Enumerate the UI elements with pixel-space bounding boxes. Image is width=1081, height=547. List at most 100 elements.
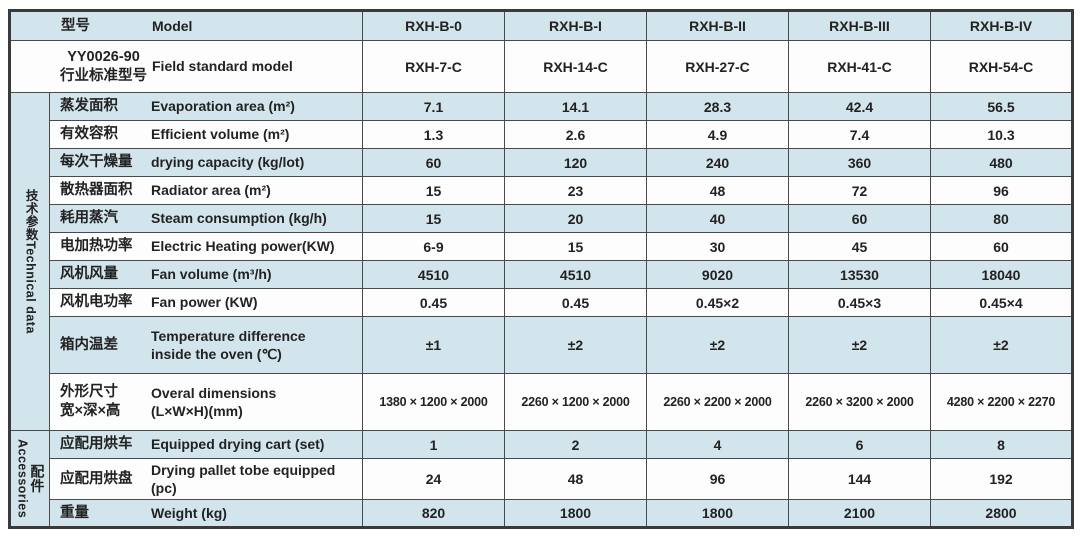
value-cell: 60 (930, 232, 1073, 261)
row-label-en-line: Drying pallet tobe equipped (pc) (151, 462, 336, 497)
row-label-inner: 型号 Model (15, 17, 358, 36)
value-cell: 24 (362, 457, 505, 501)
spec-row: 散热器面积 Radiator area (m²) 15 23 48 72 96 (10, 176, 1073, 205)
model-header-cell: RXH-B-III (788, 10, 931, 41)
row-label-zh: 有效容积 (54, 125, 151, 144)
group-label-wrap: Accessories 配件 (11, 439, 49, 518)
row-label-en: Overal dimensions (L×W×H)(mm) (151, 384, 358, 420)
model-header-row: 型号 Model RXH-B-0 RXH-B-I RXH-B-II RXH-B-III RX… (9, 10, 1073, 41)
value-cell: 96 (930, 176, 1073, 205)
row-label: 有效容积 Efficient volume (m²) (49, 120, 363, 149)
value-cell: 2260 × 1200 × 2000 (504, 373, 647, 431)
model-header-cell: RXH-B-IV (930, 10, 1073, 41)
value-cell: 1.3 (362, 120, 505, 149)
row-label-zh-line: 外形尺寸 (60, 384, 118, 401)
value-cell: 40 (646, 204, 789, 233)
spec-row: 技术参数Technical data 蒸发面积 Evaporation area (… (9, 92, 1073, 431)
row-label-zh-line: 风机电功率 (60, 294, 133, 311)
value-cell: 72 (788, 176, 931, 205)
value-cell: 30 (646, 232, 789, 261)
spec-row: 电加热功率 Electric Heating power(KW) 6-9 15 30 45… (10, 232, 1073, 261)
row-label-en: Electric Heating power(KW) (151, 237, 358, 255)
value-cell: 1800 (504, 499, 647, 529)
row-label: 蒸发面积 Evaporation area (m²) (49, 92, 363, 121)
row-label-inner: 电加热功率 Electric Heating power(KW) (54, 237, 358, 256)
standard-model-cell: RXH-14-C (504, 40, 647, 93)
value-cell: 0.45×4 (930, 288, 1073, 317)
row-label-zh: 风机风量 (54, 265, 151, 284)
value-cell: 10.3 (930, 120, 1073, 149)
row-label: 箱内温差 Temperature difference inside the ove… (49, 316, 363, 374)
row-label: 每次干燥量 drying capacity (kg/lot) (49, 148, 363, 177)
value-cell: ±2 (788, 316, 931, 374)
row-label-zh: 电加热功率 (54, 237, 151, 256)
row-label-en-line: Field standard model (152, 58, 293, 75)
value-cell: ±2 (646, 316, 789, 374)
row-label: YY0026-90 行业标准型号 Field standard model (9, 40, 363, 93)
value-cell: 0.45 (504, 288, 647, 317)
row-label-zh: 重量 (54, 504, 151, 523)
row-label-inner: 散热器面积 Radiator area (m²) (54, 181, 358, 200)
row-label-inner: 外形尺寸 宽×深×高 Overal dimensions (L×W×H)(mm) (54, 383, 358, 421)
row-label-en-line: (L×W×H)(mm) (151, 403, 243, 419)
value-cell: 2100 (788, 499, 931, 529)
value-cell: 2800 (930, 499, 1073, 529)
value-cell: 6 (788, 430, 931, 459)
value-cell: 60 (362, 148, 505, 177)
row-label-zh-line: 耗用蒸汽 (60, 210, 118, 227)
row-label-en-line: Radiator area (m²) (151, 182, 271, 199)
spec-row: 应配用烘盘 Drying pallet tobe equipped (pc) 24 4… (10, 457, 1073, 501)
value-cell: 360 (788, 148, 931, 177)
value-cell: ±2 (930, 316, 1073, 374)
row-label-zh: 应配用烘车 (54, 435, 151, 454)
value-cell: 0.45 (362, 288, 505, 317)
standard-model-cell: RXH-41-C (788, 40, 931, 93)
row-label-en: Equipped drying cart (set) (151, 435, 358, 453)
row-label: 耗用蒸汽 Steam consumption (kg/h) (49, 204, 363, 233)
standard-model-cell: RXH-54-C (930, 40, 1073, 93)
row-label-zh: 风机电功率 (54, 293, 151, 312)
row-label-en: Fan volume (m³/h) (151, 265, 358, 283)
value-cell: 2260 × 3200 × 2000 (788, 373, 931, 431)
row-label-zh: 型号 (55, 17, 152, 36)
row-label: 外形尺寸 宽×深×高 Overal dimensions (L×W×H)(mm) (49, 373, 363, 431)
row-label-en-line: inside the oven (℃) (151, 346, 282, 362)
spec-row: 外形尺寸 宽×深×高 Overal dimensions (L×W×H)(mm) 138… (10, 373, 1073, 431)
row-label-zh: 箱内温差 (54, 336, 151, 355)
value-cell: 6-9 (362, 232, 505, 261)
value-cell: 1800 (646, 499, 789, 529)
value-cell: 96 (646, 457, 789, 501)
value-cell: 820 (362, 499, 505, 529)
group-label-text: 技术参数Technical data (23, 189, 38, 334)
value-cell: 48 (504, 457, 647, 501)
row-label-zh-line: 行业标准型号 (60, 67, 147, 84)
standard-model-row: YY0026-90 行业标准型号 Field standard model RXH-7… (9, 40, 1073, 93)
value-cell: 45 (788, 232, 931, 261)
value-cell: 4.9 (646, 120, 789, 149)
spec-row: 耗用蒸汽 Steam consumption (kg/h) 15 20 40 60 80 (10, 204, 1073, 233)
row-label: 散热器面积 Radiator area (m²) (49, 176, 363, 205)
row-label-inner: 应配用烘车 Equipped drying cart (set) (54, 435, 358, 454)
value-cell: ±2 (504, 316, 647, 374)
group-label-wrap: 技术参数Technical data (11, 189, 49, 334)
row-label-zh-line: 每次干燥量 (60, 154, 133, 171)
row-label-en-line: Electric Heating power(KW) (151, 238, 335, 255)
row-label-en-line: Steam consumption (kg/h) (151, 210, 327, 227)
row-label-en: Drying pallet tobe equipped (pc) (151, 461, 358, 497)
row-label-inner: 有效容积 Efficient volume (m²) (54, 125, 358, 144)
row-label: 风机风量 Fan volume (m³/h) (49, 260, 363, 289)
row-label-en-line: Model (152, 17, 193, 34)
standard-model-cell: RXH-27-C (646, 40, 789, 93)
row-label: 应配用烘盘 Drying pallet tobe equipped (pc) (49, 457, 363, 501)
row-label-zh: 每次干燥量 (54, 153, 151, 172)
row-label-zh-line: 蒸发面积 (60, 98, 118, 115)
row-label-inner: 每次干燥量 drying capacity (kg/lot) (54, 153, 358, 172)
row-label-en-line: Overal dimensions (151, 384, 277, 401)
row-label-zh-line: 应配用烘盘 (60, 470, 133, 487)
row-label-inner: 重量 Weight (kg) (54, 504, 358, 523)
row-label-inner: 蒸发面积 Evaporation area (m²) (54, 97, 358, 116)
spec-row: Accessories 配件 应配用烘车 Equipped drying cart (… (9, 429, 1073, 529)
row-label-zh-line: YY0026-90 (67, 48, 140, 65)
group-label-en: Accessories (15, 439, 30, 519)
model-header-cell: RXH-B-II (646, 10, 789, 41)
